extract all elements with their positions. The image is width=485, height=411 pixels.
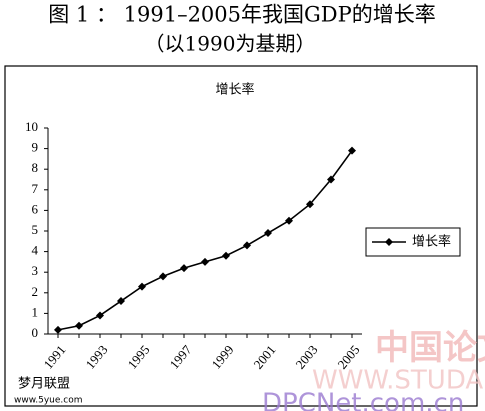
marker	[201, 257, 209, 266]
page-title: 图 1 ： 1991–2005年我国GDP的增长率	[48, 3, 436, 27]
watermark: WWW.STUDA.	[312, 366, 485, 396]
marker	[243, 241, 251, 250]
x-tick-label: 2001	[250, 342, 278, 372]
line	[57, 150, 353, 331]
watermark: 中国论文下载	[375, 328, 485, 368]
marker	[117, 297, 125, 306]
marker	[75, 321, 83, 330]
y-tick-label: 5	[32, 222, 39, 237]
marker	[327, 175, 335, 184]
marker	[222, 251, 230, 260]
y-tick-label: 4	[32, 243, 39, 258]
x-tick-label: 1999	[208, 342, 236, 372]
y-tick-label: 10	[25, 119, 38, 134]
marker	[264, 229, 272, 238]
marker	[285, 216, 293, 225]
y-tick-label: 3	[32, 263, 39, 278]
watermark: DPCNet.com.cn	[262, 389, 464, 411]
x-tick-label: 1991	[40, 342, 68, 372]
marker	[159, 272, 167, 281]
marker	[348, 146, 356, 155]
y-tick-label: 7	[32, 181, 39, 196]
y-tick-label: 1	[32, 304, 39, 319]
y-tick-label: 0	[32, 325, 39, 340]
chart-frame	[4, 65, 478, 407]
marker	[306, 200, 314, 209]
marker	[54, 325, 62, 334]
y-tick-label: 2	[32, 284, 39, 299]
y-tick-label: 6	[32, 201, 39, 216]
page-subtitle: （以1990为基期）	[145, 32, 316, 56]
marker	[138, 282, 146, 291]
y-tick-label: 9	[32, 140, 39, 155]
y-tick-label: 8	[32, 160, 39, 175]
legend-marker	[385, 238, 393, 246]
marker	[180, 264, 188, 273]
watermark: 梦月联盟	[18, 377, 70, 392]
marker	[96, 311, 104, 320]
chart-title: 增长率	[215, 82, 254, 98]
x-tick-label: 1997	[166, 342, 195, 372]
watermark: www.5yue.com	[14, 396, 83, 406]
x-tick-label: 1995	[124, 342, 152, 372]
legend-label: 增长率	[412, 234, 451, 250]
x-tick-label: 1993	[82, 342, 110, 372]
